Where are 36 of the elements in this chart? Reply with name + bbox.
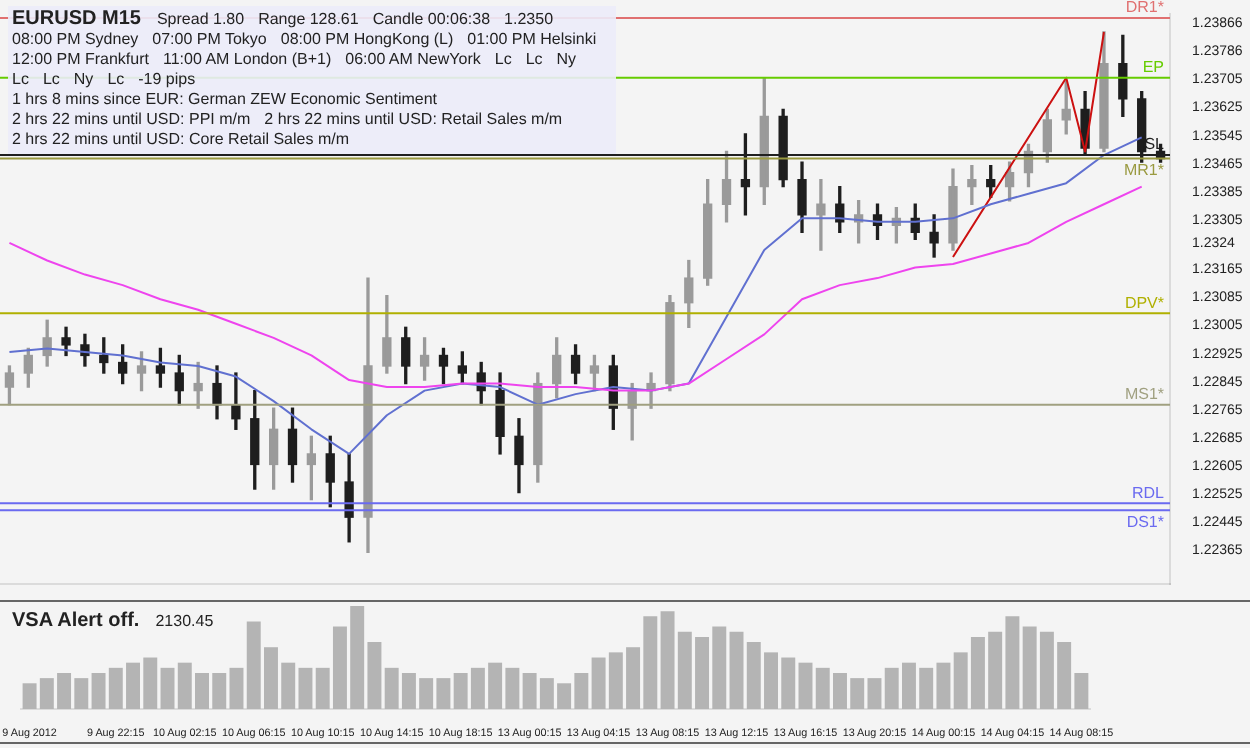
annotation: 06:00 AM NewYork	[345, 50, 481, 70]
annotation: Lc	[107, 70, 125, 90]
annotation: Ny	[73, 70, 94, 90]
ref-line-label: DS1*	[1126, 512, 1164, 531]
ref-line-label: DPV*	[1124, 293, 1164, 312]
ref-line-label: MR1*	[1123, 160, 1164, 179]
bar	[229, 667, 244, 710]
annotation: 2 hrs 22 mins until USD: Core Retail Sales m/m	[12, 130, 349, 150]
annotation: 11:00 AM London (B+1)	[162, 50, 332, 70]
ref-line-label: RDL	[1131, 483, 1166, 502]
annotation: 08:00 PM HongKong (L)	[280, 30, 454, 50]
annotation: Lc	[12, 70, 29, 90]
ref-line-label: SL	[1144, 135, 1166, 154]
annotation: Lc	[494, 50, 512, 70]
annotation: 2 hrs 22 mins until USD: PPI m/m	[12, 110, 251, 130]
annotation: Spread 1.80	[156, 10, 245, 30]
annotation: Ny	[556, 50, 577, 70]
annotation: Lc	[42, 70, 60, 90]
ref-line-label: MS1*	[1124, 385, 1164, 404]
chart-title: EURUSD M15	[12, 8, 141, 30]
annotation: 08:00 PM Sydney	[12, 30, 139, 50]
annotation: 1.2350	[504, 10, 554, 30]
annotation: -19 pips	[138, 70, 196, 90]
bar	[798, 662, 813, 710]
annotation: Lc	[525, 50, 543, 70]
annotation: 2 hrs 22 mins until USD: Retail Sales m/m	[264, 110, 563, 130]
annotation: 01:00 PM Helsinki	[467, 30, 597, 50]
annotation: 2130.45	[155, 612, 214, 632]
ref-line-label: DR1*	[1125, 0, 1164, 17]
annotation: Range 128.61	[258, 10, 359, 30]
chart-title: VSA Alert off.	[12, 610, 140, 632]
annotation: 1 hrs 8 mins since EUR: German ZEW Economic Sentiment	[12, 90, 438, 110]
ref-line-label: EP	[1142, 58, 1164, 77]
annotation: 07:00 PM Tokyo	[152, 30, 267, 50]
annotation: Candle 00:06:38	[372, 10, 491, 30]
annotation: 12:00 PM Frankfurt	[12, 50, 149, 70]
